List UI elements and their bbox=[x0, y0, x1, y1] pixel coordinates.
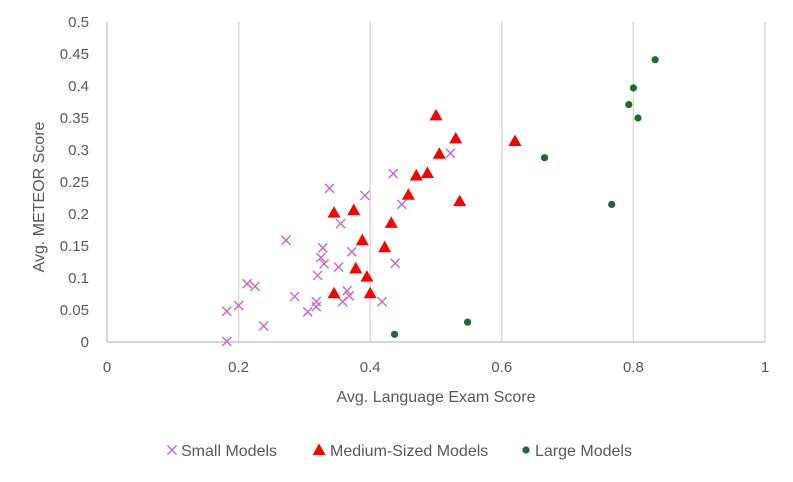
x-tick-label: 0.8 bbox=[623, 359, 644, 376]
x-tick-label: 0.4 bbox=[360, 359, 381, 376]
small-model-point bbox=[312, 270, 323, 281]
small-model-point bbox=[342, 285, 353, 296]
small-model-point bbox=[250, 281, 261, 292]
medium-model-point bbox=[401, 188, 415, 200]
large-model-point bbox=[463, 318, 472, 326]
small-model-point bbox=[242, 278, 253, 289]
y-tick-label: 0.2 bbox=[68, 206, 89, 223]
y-tick-label: 0.4 bbox=[68, 78, 89, 95]
y-tick-label: 0.3 bbox=[68, 142, 89, 159]
medium-model-point bbox=[432, 147, 446, 159]
x-axis-title: Avg. Language Exam Score bbox=[337, 389, 536, 406]
legend-marker-triangle-icon bbox=[312, 443, 326, 455]
medium-model-point bbox=[327, 286, 341, 299]
y-tick-label: 0.1 bbox=[68, 270, 89, 287]
small-model-point bbox=[302, 306, 313, 317]
tick-labels: 0 0.2 0.4 0.6 0.8 1 0 0.05 0.1 0.15 0.2 0.25 0.3 0.35… bbox=[60, 14, 769, 376]
large-model-point bbox=[625, 100, 633, 109]
medium-model-point bbox=[349, 261, 363, 274]
large-model-point bbox=[651, 56, 659, 64]
y-tick-label: 0.45 bbox=[60, 46, 89, 63]
legend-marker-shape bbox=[522, 446, 530, 454]
medium-model-point bbox=[347, 203, 361, 216]
large-model-point bbox=[629, 84, 638, 92]
small-model-point bbox=[221, 336, 232, 347]
small-model-point bbox=[377, 296, 388, 307]
small-model-point bbox=[335, 218, 346, 229]
small-model-point bbox=[346, 246, 357, 257]
legend: Small Models Medium-Sized Models Large M… bbox=[167, 443, 632, 460]
medium-model-point bbox=[355, 233, 369, 246]
y-tick-label: 0 bbox=[81, 334, 89, 351]
small-model-point bbox=[221, 306, 232, 317]
medium-model-point bbox=[384, 216, 398, 228]
small-model-point bbox=[359, 190, 370, 201]
legend-item-medium-models: Medium-Sized Models bbox=[312, 443, 488, 460]
legend-label-small-models: Small Models bbox=[181, 443, 277, 460]
y-tick-label: 0.15 bbox=[60, 238, 89, 255]
legend-marker-x-icon bbox=[167, 445, 177, 455]
large-model-point bbox=[390, 330, 399, 338]
x-tick-label: 1 bbox=[761, 359, 769, 376]
large-model-point bbox=[634, 114, 642, 122]
small-model-point bbox=[315, 252, 326, 263]
large-model-point bbox=[608, 200, 616, 208]
small-model-point bbox=[445, 148, 456, 159]
small-model-point bbox=[333, 262, 344, 273]
medium-model-point bbox=[508, 134, 522, 146]
small-model-point bbox=[258, 321, 269, 331]
data-points bbox=[221, 56, 659, 347]
y-tick-label: 0.35 bbox=[60, 110, 89, 127]
medium-model-point bbox=[453, 194, 467, 207]
medium-model-point bbox=[327, 206, 341, 218]
legend-marker-circle-icon bbox=[522, 446, 530, 454]
small-model-point bbox=[344, 290, 355, 301]
small-model-point bbox=[388, 168, 399, 179]
small-model-point bbox=[390, 258, 401, 269]
y-tick-label: 0.25 bbox=[60, 174, 89, 191]
small-model-point bbox=[324, 183, 335, 194]
small-model-point bbox=[289, 291, 300, 302]
small-model-point bbox=[396, 199, 407, 210]
small-model-point bbox=[233, 300, 244, 311]
legend-marker-shape bbox=[312, 443, 326, 455]
x-tick-label: 0.2 bbox=[228, 359, 249, 376]
legend-label-medium-models: Medium-Sized Models bbox=[330, 443, 488, 460]
legend-item-small-models: Small Models bbox=[167, 443, 277, 460]
medium-model-point bbox=[449, 131, 463, 144]
small-model-point bbox=[317, 242, 328, 253]
legend-label-large-models: Large Models bbox=[535, 443, 632, 460]
small-model-point bbox=[280, 235, 291, 246]
legend-item-large-models: Large Models bbox=[522, 443, 632, 460]
small-model-point bbox=[319, 258, 330, 269]
medium-model-point bbox=[420, 166, 434, 178]
small-model-point bbox=[311, 301, 322, 312]
y-axis-title: Avg. METEOR Score bbox=[31, 121, 48, 272]
medium-model-point bbox=[429, 108, 443, 121]
axes bbox=[106, 22, 765, 343]
x-tick-label: 0 bbox=[103, 359, 111, 376]
large-model-point bbox=[540, 154, 549, 162]
y-tick-label: 0.5 bbox=[68, 14, 89, 31]
legend-marker-shape bbox=[167, 445, 177, 455]
medium-model-point bbox=[360, 270, 374, 282]
gridlines bbox=[237, 22, 766, 342]
medium-model-point bbox=[409, 169, 423, 181]
y-tick-label: 0.05 bbox=[60, 302, 89, 319]
medium-model-point bbox=[378, 240, 392, 253]
small-model-point bbox=[311, 296, 322, 307]
x-tick-label: 0.6 bbox=[491, 359, 512, 376]
medium-model-point bbox=[363, 286, 377, 299]
